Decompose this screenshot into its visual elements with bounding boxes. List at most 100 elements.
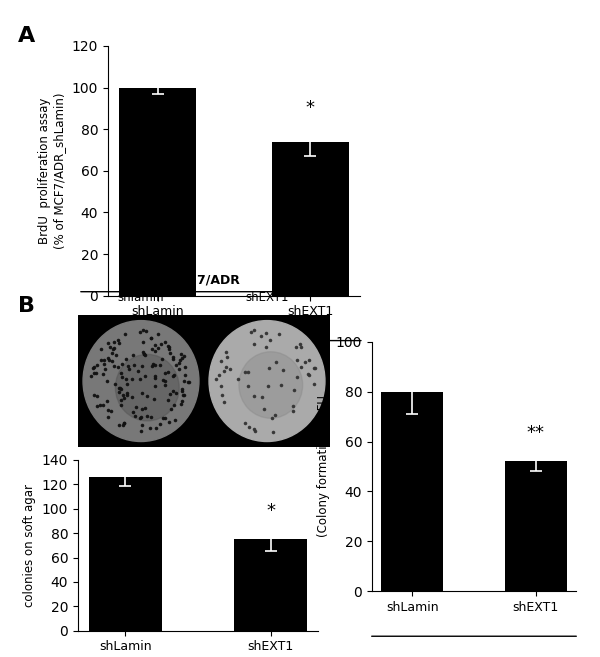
Y-axis label: colonies on soft agar: colonies on soft agar <box>23 484 37 607</box>
Point <box>129 359 139 370</box>
Point <box>142 411 152 421</box>
Point <box>150 360 160 371</box>
Point <box>183 376 193 387</box>
Point <box>138 337 148 348</box>
Point <box>289 385 299 396</box>
Point <box>130 411 140 421</box>
Point <box>296 342 305 353</box>
Point <box>103 338 113 348</box>
Point <box>169 370 179 380</box>
Point <box>100 364 110 374</box>
Circle shape <box>239 351 302 419</box>
Point <box>168 386 178 396</box>
Point <box>244 367 253 377</box>
Point <box>103 405 113 415</box>
Point <box>275 328 284 339</box>
Text: A: A <box>18 26 35 46</box>
Point <box>113 362 123 373</box>
Point <box>98 399 108 410</box>
Point <box>215 370 224 380</box>
Point <box>104 355 114 365</box>
Point <box>222 351 232 362</box>
Point <box>108 344 118 354</box>
Point <box>174 363 184 374</box>
Point <box>278 364 287 374</box>
Point <box>268 413 277 423</box>
Point <box>139 348 149 359</box>
Point <box>221 362 230 373</box>
Point <box>115 420 124 430</box>
Point <box>107 348 117 358</box>
Bar <box>235 539 307 631</box>
Point <box>288 405 298 416</box>
Point <box>150 346 160 356</box>
Point <box>106 406 116 417</box>
Point <box>118 420 128 430</box>
Point <box>295 339 304 350</box>
Point <box>303 369 313 380</box>
Point <box>164 344 174 354</box>
Point <box>104 411 113 422</box>
Point <box>110 378 120 389</box>
Point <box>160 337 169 348</box>
Point <box>121 354 131 365</box>
Point <box>125 363 134 374</box>
Point <box>122 388 132 399</box>
Point <box>309 363 319 373</box>
Text: shlamin: shlamin <box>118 290 164 304</box>
Point <box>92 391 101 401</box>
Point <box>140 350 150 360</box>
Point <box>156 338 166 349</box>
Point <box>211 374 221 384</box>
Point <box>292 372 302 382</box>
Point <box>114 382 124 393</box>
Point <box>148 344 157 354</box>
Point <box>146 422 155 433</box>
Point <box>218 389 227 399</box>
Point <box>116 399 125 410</box>
Point <box>155 360 165 371</box>
Point <box>137 403 147 414</box>
Point <box>160 413 170 423</box>
Point <box>289 401 298 411</box>
Point <box>171 388 181 399</box>
Point <box>153 329 163 340</box>
Point <box>137 388 147 398</box>
Point <box>171 359 181 370</box>
Point <box>119 417 129 428</box>
Bar <box>119 87 196 296</box>
Point <box>241 367 250 377</box>
Point <box>244 380 253 391</box>
Point <box>128 407 138 417</box>
Point <box>146 333 155 344</box>
Bar <box>505 461 567 591</box>
Point <box>249 391 259 401</box>
Point <box>160 380 170 390</box>
Point <box>184 376 194 387</box>
Point <box>128 350 138 361</box>
Point <box>158 413 167 423</box>
Circle shape <box>83 321 199 442</box>
Point <box>119 393 129 403</box>
Point <box>114 387 124 397</box>
Point <box>153 343 163 353</box>
Point <box>139 349 148 359</box>
Text: MCF7/ADR: MCF7/ADR <box>167 273 241 286</box>
Point <box>116 395 125 405</box>
Point <box>141 325 151 336</box>
Point <box>119 390 128 400</box>
Point <box>119 418 129 428</box>
Circle shape <box>115 354 179 421</box>
Point <box>89 361 98 372</box>
Point <box>304 355 314 365</box>
Point <box>122 390 132 401</box>
Point <box>259 403 269 414</box>
Text: *: * <box>306 99 315 117</box>
Point <box>164 342 174 353</box>
Point <box>150 339 160 350</box>
Bar <box>89 477 161 631</box>
Point <box>168 353 178 364</box>
Point <box>89 368 98 378</box>
Point <box>271 357 280 368</box>
Point <box>178 396 187 406</box>
